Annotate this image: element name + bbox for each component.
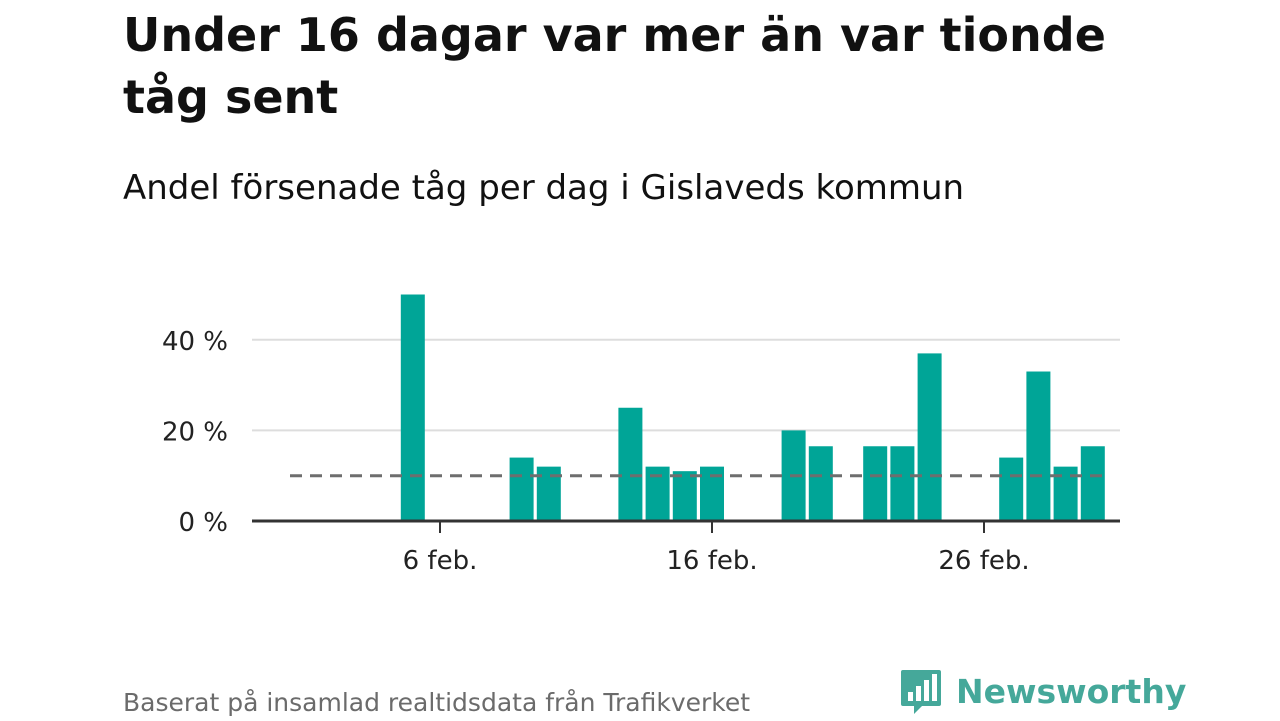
chart-subtitle: Andel försenade tåg per dag i Gislaveds … <box>123 168 965 208</box>
bars <box>400 294 1105 521</box>
bar-20 <box>808 446 833 521</box>
bar-15 <box>672 471 697 521</box>
bar-23 <box>890 446 915 521</box>
gridlines <box>252 338 1120 432</box>
bar-24 <box>917 353 942 521</box>
tick-labels: 0 % 20 % 40 % 6 feb. 16 feb. 26 feb. <box>162 327 1030 576</box>
newsworthy-logo-icon <box>901 670 941 714</box>
brand-name: Newsworthy <box>956 672 1187 711</box>
bar-28 <box>1026 371 1051 521</box>
axes <box>252 519 1120 533</box>
bar-chart: 0 % 20 % 40 % 6 feb. 16 feb. 26 feb. <box>162 294 1120 576</box>
bar-9 <box>509 457 534 521</box>
y-tick-label: 0 % <box>178 508 228 538</box>
bar-5 <box>400 294 425 521</box>
x-tick-label: 26 feb. <box>938 546 1029 576</box>
y-tick-label: 20 % <box>162 417 228 447</box>
source-note: Baserat på insamlad realtidsdata från Tr… <box>123 688 751 717</box>
bar-27 <box>999 457 1024 521</box>
x-tick-label: 16 feb. <box>666 546 757 576</box>
bar-30 <box>1080 446 1105 521</box>
chart-title: Under 16 dagar var mer än var tionde tåg… <box>123 8 1106 124</box>
x-tick-label: 6 feb. <box>403 546 478 576</box>
bar-22 <box>863 446 888 521</box>
bar-13 <box>618 407 643 521</box>
brand: Newsworthy <box>900 668 1186 716</box>
y-tick-label: 40 % <box>162 327 228 357</box>
